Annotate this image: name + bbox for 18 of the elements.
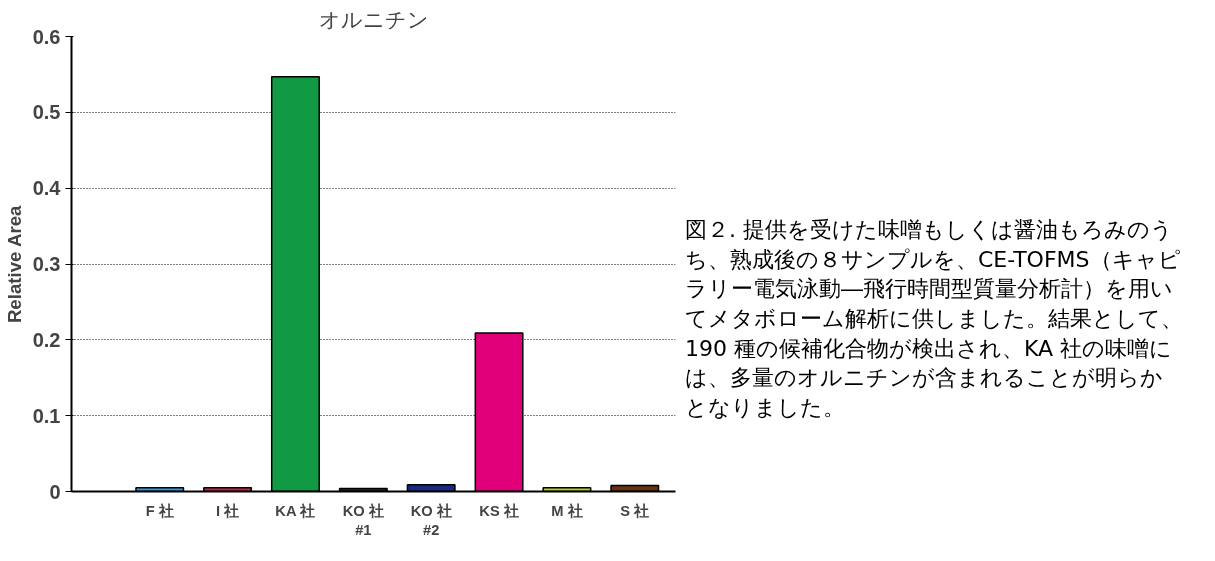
x-tick-label: S 社 [620,502,650,519]
y-tick-label: 0 [49,480,61,503]
y-tick-label: 0.3 [32,253,61,275]
x-tick-label: F 社 [145,502,174,519]
x-tick-label: KO 社 #2 [410,502,452,538]
y-tick-label: 0.4 [32,177,62,200]
x-tick-label: KA 社 [275,502,316,519]
y-tick-label: 0.2 [32,328,61,351]
y-tick-label: 0.1 [32,404,61,427]
y-tick-label: 0.6 [32,25,61,48]
y-tick-label: 0.5 [32,101,61,124]
caption: 図２. 提供を受けた味噌もしくは醤油もろみのうち、熟成後の８サンプルを、CE-TOFMS（キャピラリー電気泳動―飛行時間型質量分析計）を用いてメタボローム解析に供しました。結果として、190 種の候補化合物が検出され、KA 社の味噌には、多量のオルニチンが含まれることが明らかとなりました。 [685,216,1184,423]
x-tick-label: I 社 [216,502,240,519]
x-tick-label: M 社 [551,502,583,519]
chart-title: オルニチン [318,7,429,32]
x-tick-label: KO 社 #1 [342,502,384,538]
y-axis-title: Relative Area [3,204,25,324]
x-tick-label: KS 社 [479,502,519,519]
